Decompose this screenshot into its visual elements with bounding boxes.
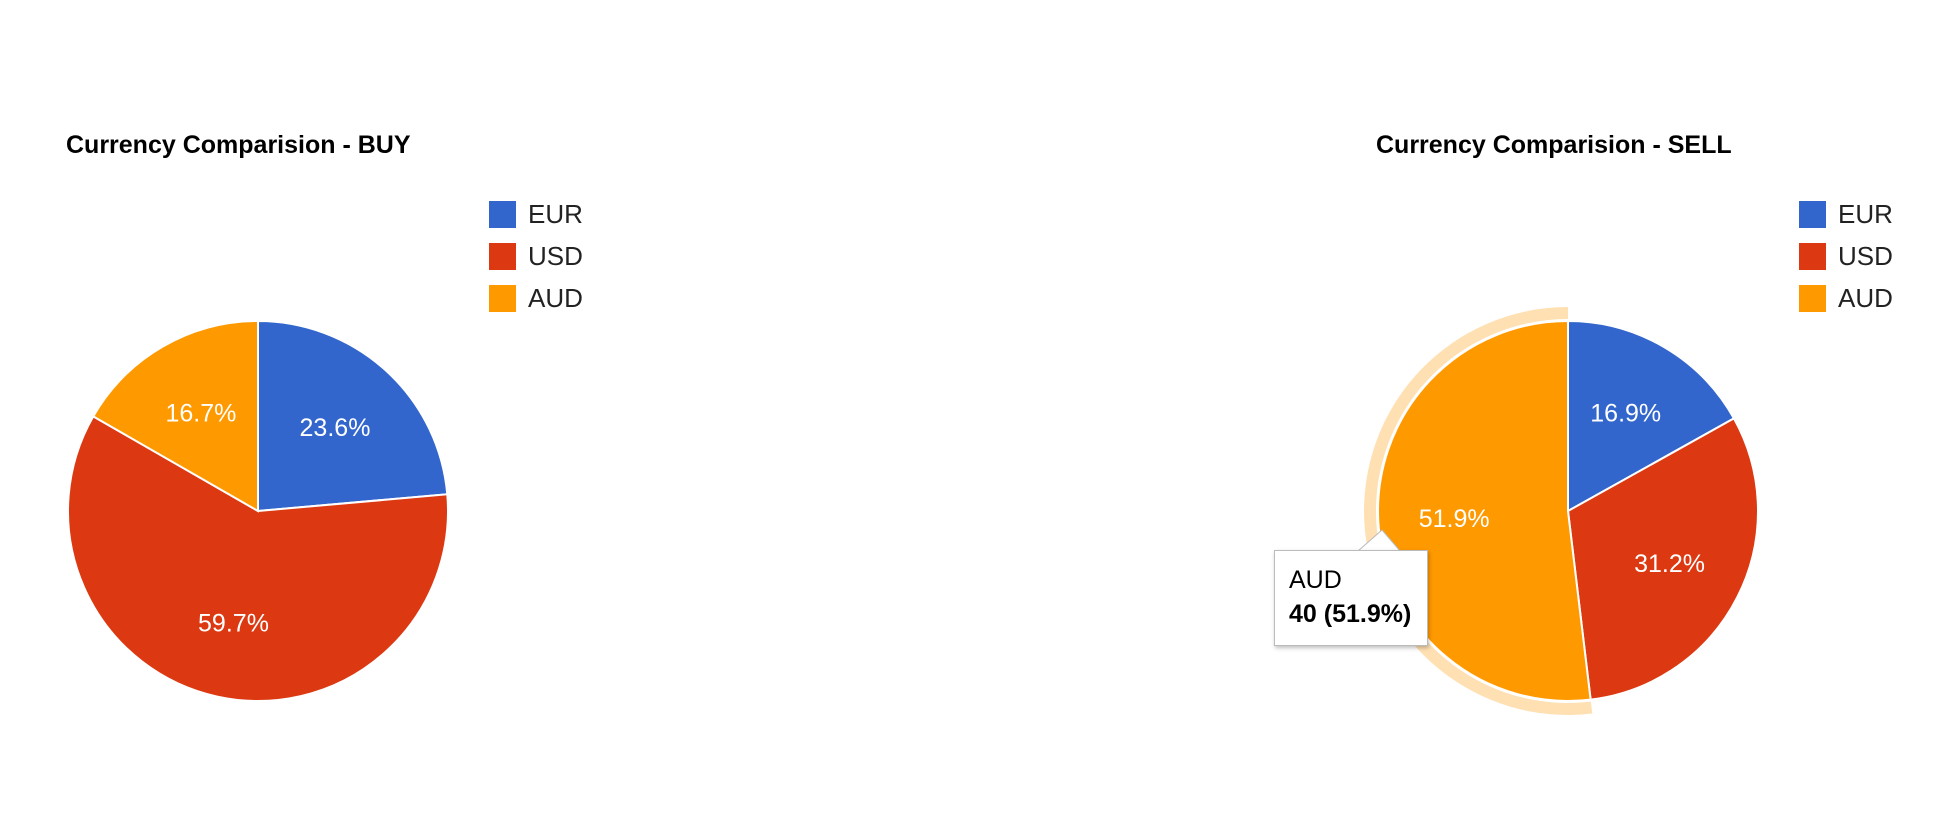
pie-slice-eur[interactable] [257,319,449,513]
pie-slice-usd[interactable] [1566,417,1759,701]
legend-swatch-eur [1799,200,1826,228]
tooltip-label: AUD [1289,566,1342,594]
tooltip-value: 40 (51.9%) [1289,600,1412,628]
legend-item-usd[interactable]: USD [1799,240,1893,271]
pie-slice-eur[interactable] [1567,319,1736,513]
pie-slice-aud[interactable] [91,319,259,513]
slice-label-usd: 31.2% [1634,550,1705,578]
legend-label: USD [528,240,583,271]
legend-item-usd[interactable]: USD [489,240,583,271]
legend-item-eur[interactable]: EUR [489,198,583,229]
legend-item-eur[interactable]: EUR [1799,198,1893,229]
legend-label: AUD [528,282,583,313]
legend-swatch-aud [489,284,516,312]
legend-label: USD [1838,240,1893,271]
legend-swatch-usd [489,242,516,270]
pie-slice-usd[interactable] [67,414,449,702]
legend: EUR USD AUD [1799,198,1893,326]
slice-label-eur: 23.6% [300,414,371,442]
tooltip: AUD 40 (51.9%) [1274,550,1429,646]
slice-label-usd: 59.7% [198,609,269,637]
legend-item-aud[interactable]: AUD [489,282,583,313]
legend-swatch-eur [489,200,516,228]
legend: EUR USD AUD [489,198,583,326]
slice-label-eur: 16.9% [1590,400,1661,428]
legend-swatch-usd [1799,242,1826,270]
legend-label: AUD [1838,282,1893,313]
slice-label-aud: 16.7% [165,399,236,427]
sell-chart: Currency Comparision - SELL 16.9% 31.2% 51… [1274,0,1960,834]
chart-title: Currency Comparision - BUY [66,131,411,159]
sell-pie-chart: 16.9% 31.2% 51.9% [1356,307,1759,715]
pie-slice-aud[interactable] [1377,319,1592,702]
slice-label-aud: 51.9% [1419,505,1490,533]
buy-chart: Currency Comparision - BUY 23.6% 59.7% 16.… [66,131,583,702]
legend-item-aud[interactable]: AUD [1799,282,1893,313]
legend-swatch-aud [1799,284,1826,312]
legend-label: EUR [1838,198,1893,229]
legend-label: EUR [528,198,583,229]
chart-title: Currency Comparision - SELL [1376,131,1732,159]
buy-pie-chart: 23.6% 59.7% 16.7% [67,319,449,702]
